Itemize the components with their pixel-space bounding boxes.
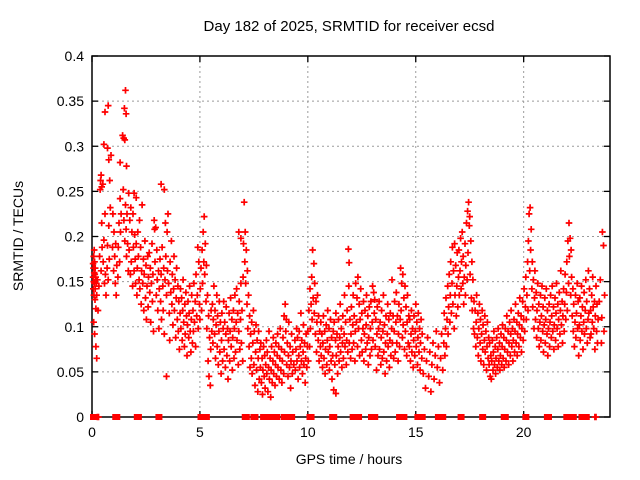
zero-value-marker [569, 414, 577, 420]
zero-value-marker [355, 414, 363, 420]
y-tick-label: 0.1 [65, 319, 85, 335]
zero-value-marker [281, 414, 289, 420]
y-tick-label: 0.25 [57, 183, 84, 199]
zero-value-marker [544, 414, 552, 420]
data-point-markers [89, 87, 608, 421]
zero-value-marker [242, 414, 250, 420]
x-tick-label: 0 [88, 424, 96, 440]
zero-value-marker [522, 414, 530, 420]
chart-title: Day 182 of 2025, SRMTID for receiver ecs… [204, 18, 495, 35]
zero-value-marker [267, 414, 275, 420]
zero-value-marker [273, 414, 281, 420]
x-tick-label: 5 [196, 424, 204, 440]
zero-value-marker [501, 414, 509, 420]
y-tick-label: 0 [76, 409, 84, 425]
zero-value-marker [479, 414, 487, 420]
zero-value-marker [288, 414, 296, 420]
zero-value-marker [418, 414, 426, 420]
zero-value-marker [155, 414, 163, 420]
zero-value-marker [202, 414, 210, 420]
zero-value-marker [251, 414, 259, 420]
zero-value-marker [91, 414, 99, 420]
zero-value-marker [563, 414, 571, 420]
axis-tick-labels: 0 5 10 15 20 0 0.05 0.1 0.15 0.2 0.25 0.3 0.35 0.4 [57, 48, 532, 440]
zero-value-marker [134, 414, 142, 420]
zero-value-marker [113, 414, 121, 420]
y-tick-label: 0.4 [65, 48, 85, 64]
zero-value-marker [330, 414, 338, 420]
zero-value-marker [439, 414, 447, 420]
zero-value-marker [307, 414, 315, 420]
zero-value-markers [90, 414, 590, 420]
zero-value-marker [457, 414, 465, 420]
y-axis-label: SRMTID / TECUs [10, 181, 26, 291]
x-axis-label: GPS time / hours [296, 451, 403, 467]
zero-value-marker [582, 414, 590, 420]
x-tick-label: 20 [516, 424, 532, 440]
y-tick-label: 0.35 [57, 93, 84, 109]
zero-value-marker [578, 414, 586, 420]
y-tick-label: 0.3 [65, 138, 85, 154]
zero-value-marker [371, 414, 379, 420]
zero-value-marker [350, 414, 358, 420]
y-tick-label: 0.15 [57, 274, 84, 290]
grid-lines [92, 56, 610, 417]
x-tick-label: 10 [300, 424, 316, 440]
y-tick-label: 0.2 [65, 229, 85, 245]
scatter-points [89, 87, 608, 421]
zero-value-marker [400, 414, 408, 420]
x-tick-label: 15 [408, 424, 424, 440]
y-tick-label: 0.05 [57, 364, 84, 380]
